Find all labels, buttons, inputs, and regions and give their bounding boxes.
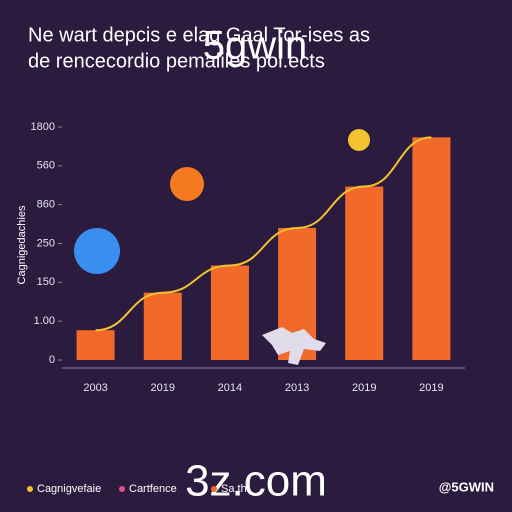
y-tick-label: 0 (49, 354, 55, 366)
x-tick-label: 2014 (218, 382, 242, 394)
x-tick-label: 2019 (151, 382, 175, 394)
y-tick-label: 860 (37, 199, 55, 211)
chart-subtitle: de rencecordio pemaliles pol.ects (28, 50, 325, 72)
decor-silhouette (262, 327, 326, 365)
legend-label: Sa th (221, 483, 247, 495)
bar (210, 265, 249, 360)
y-tick-label: 150 (37, 276, 55, 288)
x-tick-label: 2013 (285, 382, 309, 394)
y-tick-label: 250 (37, 237, 55, 249)
x-tick-label: 2003 (83, 382, 107, 394)
legend-swatch (211, 486, 217, 492)
bar (412, 137, 451, 360)
chart-title: Ne wart depcis e elag Gaal Tor-ises as (28, 24, 370, 46)
y-tick-label: 560 (37, 160, 55, 172)
decor-orb (74, 228, 120, 274)
trend-line (95, 136, 432, 332)
y-tick-label: 1.00 (34, 315, 55, 327)
legend-swatch (27, 486, 33, 492)
watermark: 3z.com (185, 457, 327, 506)
x-tick-label: 2019 (419, 382, 443, 394)
y-axis-label: Cagnigedachies (16, 205, 28, 284)
bar (76, 330, 115, 360)
brand: @5GWIN (439, 479, 494, 494)
bar (345, 186, 384, 360)
decor-orb (348, 129, 370, 151)
watermark: 5gwin (203, 24, 308, 68)
legend-label: Cagnigvefaie (37, 483, 101, 495)
legend-swatch (119, 486, 125, 492)
y-tick-label: 1800 (31, 121, 55, 133)
x-tick-label: 2019 (352, 382, 376, 394)
legend-label: Cartfence (129, 483, 177, 495)
bar (143, 292, 182, 360)
decor-orb (170, 167, 204, 201)
